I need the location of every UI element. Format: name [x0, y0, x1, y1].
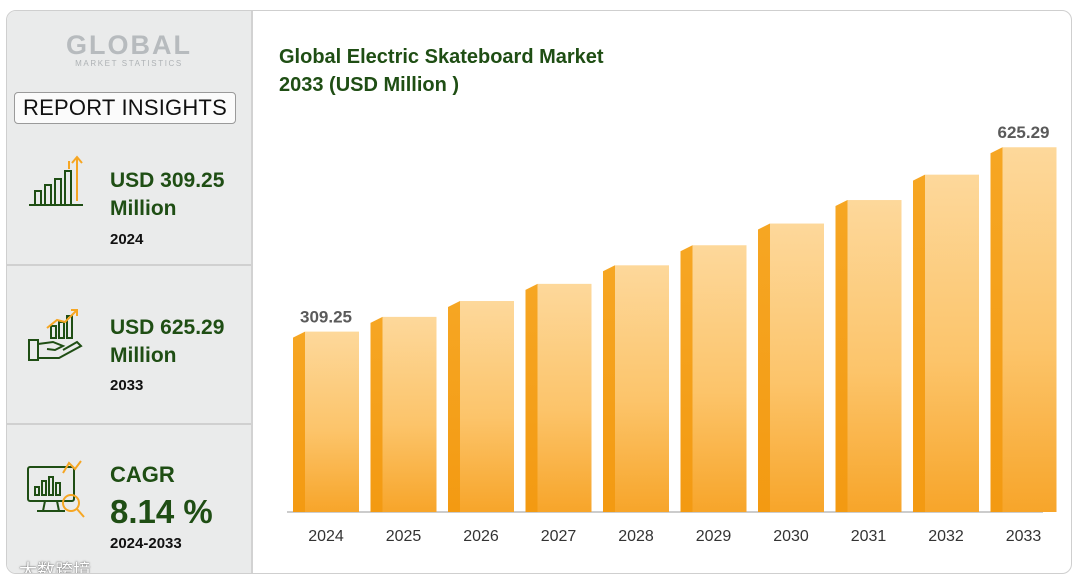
- x-tick-label: 2024: [308, 528, 344, 545]
- x-tick-label: 2032: [928, 528, 964, 545]
- logo-wordmark: GLOBAL: [66, 30, 192, 60]
- bar-2029: [692, 245, 747, 512]
- year-2024-label: 2024: [110, 231, 144, 248]
- watermark: 大数跨境: [19, 561, 91, 574]
- bar-2024: [305, 331, 359, 512]
- x-tick-label: 2028: [618, 528, 654, 545]
- monitor-analytics-icon: [27, 460, 85, 518]
- x-tick-label: 2029: [696, 528, 732, 545]
- insights-sidebar: GLOBAL MARKET STATISTICS REPORT INSIGHTS: [7, 11, 253, 573]
- market-unit-2024: Million: [110, 197, 177, 220]
- global-market-statistics-logo: GLOBAL MARKET STATISTICS: [7, 31, 251, 69]
- bar-side-2031: [835, 200, 848, 513]
- market-value-2024: USD 309.25: [110, 169, 225, 192]
- bar-side-2030: [758, 223, 770, 512]
- market-value-2033: USD 625.29: [110, 316, 225, 339]
- divider: [7, 264, 251, 266]
- bar-chart: 2024 2025 2026 2027 2028 2029 2030 2031 2032 2033…: [287, 123, 1057, 545]
- bar-side-2028: [603, 265, 615, 512]
- bar-2027: [537, 283, 592, 512]
- data-label-2033: 625.29: [998, 123, 1050, 142]
- bar-side-2029: [680, 245, 693, 512]
- cagr-label: CAGR: [110, 462, 175, 487]
- bar-2025: [382, 316, 437, 512]
- market-unit-2033: Million: [110, 344, 177, 367]
- bar-side-2026: [448, 301, 460, 512]
- insight-card-2033: USD 625.29 Million 2033: [7, 266, 251, 423]
- x-tick-label: 2033: [1006, 528, 1042, 545]
- bar-2032: [925, 174, 979, 513]
- bar-2028: [615, 265, 669, 512]
- bar-side-2033: [990, 147, 1003, 512]
- chart-title: Global Electric Skateboard Market 2033 (…: [279, 43, 799, 99]
- bar-growth-icon: [29, 155, 83, 206]
- hand-growth-icon: [28, 309, 83, 361]
- bar-2026: [460, 301, 514, 512]
- report-card: GLOBAL MARKET STATISTICS REPORT INSIGHTS: [6, 10, 1072, 574]
- bar-side-2032: [913, 174, 925, 513]
- x-tick-label: 2026: [463, 528, 499, 545]
- report-insights-heading: REPORT INSIGHTS: [14, 92, 236, 124]
- cagr-value: 8.14 %: [110, 493, 213, 530]
- insight-card-cagr: CAGR 8.14 % 2024-2033: [7, 425, 251, 573]
- logo-tagline: MARKET STATISTICS: [75, 59, 183, 68]
- chart-title-line-2: 2033 (USD Million ): [279, 74, 460, 96]
- bar-side-2025: [370, 316, 383, 512]
- year-2033-label: 2033: [110, 377, 144, 394]
- bar-side-2027: [525, 283, 538, 512]
- x-tick-label: 2030: [773, 528, 809, 545]
- divider: [7, 423, 251, 425]
- cagr-period: 2024-2033: [110, 535, 182, 552]
- data-label-2024: 309.25: [300, 308, 352, 327]
- bar-2033: [1002, 147, 1057, 512]
- insight-card-2024: USD 309.25 Million 2024: [7, 129, 251, 264]
- bar-2030: [770, 223, 824, 512]
- x-tick-label: 2027: [541, 528, 577, 545]
- bar-2031: [847, 200, 902, 513]
- x-tick-label: 2031: [851, 528, 887, 545]
- bar-side-2024: [293, 331, 305, 512]
- chart-title-line-1: Global Electric Skateboard Market: [279, 46, 604, 68]
- x-tick-label: 2025: [386, 528, 422, 545]
